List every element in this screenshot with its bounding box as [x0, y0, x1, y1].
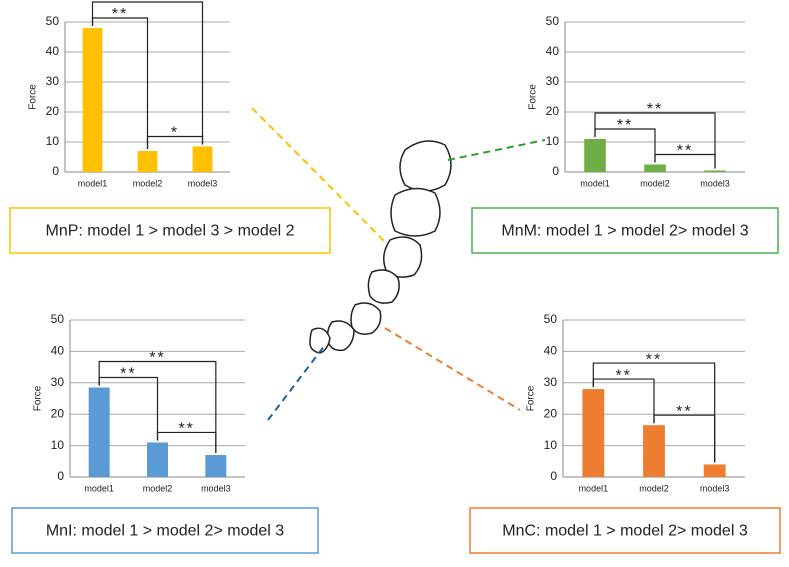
y-axis-label: Force	[28, 84, 39, 110]
caption: MnC: model 1 > model 2> model 3	[502, 523, 748, 540]
y-tick-label: 10	[544, 438, 558, 452]
y-tick-label: 10	[51, 438, 65, 452]
y-tick-label: 30	[51, 375, 65, 389]
x-tick-label: model3	[700, 178, 730, 188]
bar-chart: 01020304050Forcemodel1model2model3*****M…	[9, 0, 331, 254]
significance-label: **	[178, 421, 194, 438]
y-tick-label: 20	[544, 406, 558, 420]
y-axis-label: Force	[526, 385, 537, 411]
caption-box	[11, 507, 319, 554]
bar	[205, 455, 227, 477]
x-tick-label: model2	[639, 483, 669, 493]
connector-lines	[251, 107, 546, 421]
bar	[82, 28, 103, 172]
significance-bracket	[653, 414, 716, 463]
bar	[584, 139, 606, 172]
significance-label: **	[615, 367, 631, 384]
y-tick-label: 50	[544, 312, 558, 326]
caption: MnP: model 1 > model 3 > model 2	[45, 223, 294, 240]
significance-label: *	[171, 125, 179, 142]
bar-chart: 0 10 20 30 40 50 Force model1 model2 model3 ** ** **…	[471, 14, 779, 254]
significance-bracket	[654, 153, 716, 169]
y-tick-label: 30	[546, 74, 560, 88]
bar	[582, 389, 605, 477]
y-tick-label: 40	[546, 44, 560, 58]
significance-label: **	[617, 117, 633, 134]
y-tick-label: 0	[552, 164, 559, 178]
significance-bracket	[91, 1, 204, 145]
bar	[88, 387, 110, 477]
y-tick-label: 10	[46, 134, 60, 148]
x-tick-label: model1	[84, 483, 114, 493]
y-axis-label: Force	[33, 385, 44, 411]
caption: MnI: model 1 > model 2> model 3	[46, 523, 284, 540]
caption-box	[471, 207, 779, 254]
significance-label: **	[120, 366, 136, 383]
significance-label: **	[646, 351, 662, 368]
y-tick-label: 30	[46, 74, 60, 88]
y-tick-label: 0	[550, 469, 557, 483]
bar	[703, 464, 726, 477]
y-tick-label: 20	[51, 406, 65, 420]
caption-box	[469, 507, 781, 554]
caption: MnM: model 1 > model 2> model 3	[501, 223, 748, 240]
x-tick-label: model2	[640, 178, 670, 188]
bar	[704, 170, 726, 172]
x-tick-label: model3	[201, 483, 231, 493]
significance-label: **	[139, 0, 155, 7]
y-tick-label: 0	[57, 469, 64, 483]
significance-label: **	[647, 101, 663, 118]
y-tick-label: 50	[546, 14, 560, 28]
bar	[147, 442, 168, 477]
y-axis-label: Force	[528, 84, 539, 110]
significance-label: **	[676, 403, 692, 420]
teeth-outline	[309, 140, 452, 354]
x-tick-label: model3	[700, 483, 730, 493]
y-tick-label: 40	[51, 344, 65, 358]
significance-bracket	[146, 135, 204, 149]
y-tick-label: 50	[46, 14, 60, 28]
x-tick-label: model1	[579, 483, 609, 493]
bar-chart: 0 10 20 30 40 50 Force model1 model2 model3 ** ** **…	[469, 312, 781, 554]
x-tick-label: model3	[188, 178, 218, 188]
significance-bracket	[156, 431, 217, 454]
significance-label: **	[112, 6, 128, 23]
bar	[192, 146, 213, 172]
y-tick-label: 40	[46, 44, 60, 58]
x-tick-label: model2	[133, 178, 163, 188]
y-tick-label: 10	[546, 134, 560, 148]
bar	[644, 164, 666, 172]
significance-bracket	[592, 362, 716, 463]
x-tick-label: model2	[143, 483, 173, 493]
x-tick-label: model1	[580, 178, 610, 188]
significance-bracket	[594, 112, 716, 169]
significance-bracket	[98, 360, 217, 454]
y-tick-label: 20	[46, 104, 60, 118]
bar	[137, 151, 158, 172]
significance-label: **	[149, 350, 165, 367]
bar-chart: 0 10 20 30 40 50 Force model1 model2 model3 ** ** **…	[11, 312, 319, 554]
bar	[643, 425, 665, 477]
y-tick-label: 30	[544, 375, 558, 389]
y-tick-label: 50	[51, 312, 65, 326]
x-tick-label: model1	[78, 178, 108, 188]
caption-box	[9, 207, 331, 254]
significance-label: **	[677, 143, 693, 160]
y-tick-label: 20	[546, 104, 560, 118]
y-tick-label: 40	[544, 344, 558, 358]
y-tick-label: 0	[52, 164, 59, 178]
